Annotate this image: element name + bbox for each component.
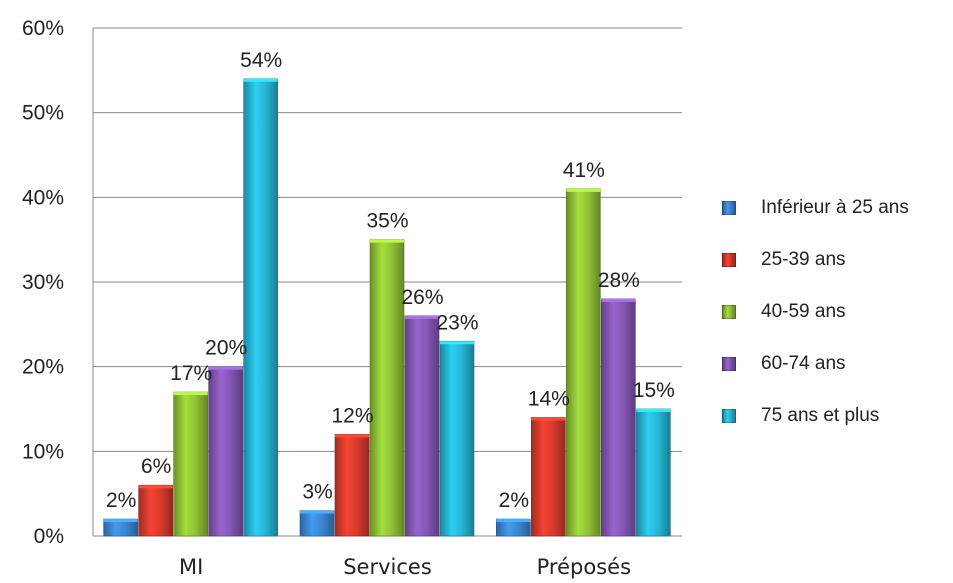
data-label: 54% bbox=[240, 49, 282, 72]
legend-swatch bbox=[722, 409, 736, 423]
data-label: 20% bbox=[205, 337, 247, 360]
bar bbox=[369, 239, 405, 537]
bar bbox=[138, 484, 173, 537]
data-labels: 2%6%17%20%54%3%12%35%26%23%2%14%41%28%15… bbox=[106, 49, 675, 512]
bar bbox=[531, 417, 566, 537]
bar bbox=[299, 510, 335, 537]
bar bbox=[334, 434, 370, 537]
bar-top-highlight bbox=[103, 519, 138, 523]
data-label: 35% bbox=[366, 210, 408, 233]
bar-top-highlight bbox=[138, 485, 173, 489]
bar bbox=[243, 78, 278, 537]
bar-top-highlight bbox=[173, 392, 208, 396]
legend-swatch bbox=[722, 305, 736, 319]
bar-top-highlight bbox=[335, 434, 369, 438]
x-axis: MI Services Préposés bbox=[179, 555, 631, 579]
legend-swatch bbox=[722, 357, 736, 371]
bar bbox=[601, 298, 636, 537]
data-label: 3% bbox=[302, 481, 332, 504]
data-label: 15% bbox=[633, 379, 675, 402]
legend-label: Inférieur à 25 ans bbox=[761, 197, 909, 218]
y-tick-label: 20% bbox=[22, 356, 64, 379]
bar-top-highlight bbox=[370, 239, 404, 243]
bar-top-highlight bbox=[496, 519, 531, 523]
bar bbox=[636, 408, 671, 537]
bars bbox=[103, 78, 671, 537]
bar-top-highlight bbox=[243, 78, 278, 82]
legend-item: 40-59 ans bbox=[722, 286, 909, 338]
legend-swatch bbox=[722, 253, 736, 267]
legend-label: 60-74 ans bbox=[761, 353, 846, 374]
y-tick-label: 60% bbox=[22, 17, 64, 40]
bar-top-highlight bbox=[636, 409, 671, 412]
data-label: 28% bbox=[598, 269, 640, 292]
data-label: 2% bbox=[106, 489, 136, 512]
y-tick-label: 0% bbox=[34, 525, 64, 548]
data-label: 14% bbox=[528, 387, 570, 410]
bar-top-highlight bbox=[601, 298, 636, 302]
bar-top-highlight bbox=[531, 417, 566, 421]
bar-top-highlight bbox=[300, 510, 334, 514]
y-tick-label: 30% bbox=[22, 271, 64, 294]
y-tick-label: 10% bbox=[22, 440, 64, 463]
y-tick-label: 50% bbox=[22, 102, 64, 125]
data-label: 26% bbox=[401, 286, 443, 309]
legend-label: 40-59 ans bbox=[761, 301, 846, 322]
bar-top-highlight bbox=[566, 188, 601, 192]
legend-label: 75 ans et plus bbox=[761, 405, 880, 426]
bar bbox=[404, 315, 440, 537]
bar bbox=[173, 391, 208, 537]
bar-top-highlight bbox=[440, 341, 474, 345]
legend-item: 60-74 ans bbox=[722, 338, 909, 390]
legend-item: 25-39 ans bbox=[722, 234, 909, 286]
bar-top-highlight bbox=[405, 315, 439, 319]
legend: Inférieur à 25 ans 25-39 ans 40-59 ans 6… bbox=[722, 182, 909, 442]
y-axis: 0% 10% 20% 30% 40% 50% 60% bbox=[22, 17, 64, 548]
x-tick-label: MI bbox=[179, 555, 203, 579]
bar-top-highlight bbox=[208, 366, 243, 370]
data-label: 17% bbox=[170, 362, 212, 385]
bar bbox=[208, 366, 243, 537]
legend-item: 75 ans et plus bbox=[722, 390, 909, 442]
x-tick-label: Préposés bbox=[537, 555, 631, 579]
legend-label: 25-39 ans bbox=[761, 249, 846, 270]
data-label: 6% bbox=[141, 455, 171, 478]
y-tick-label: 40% bbox=[22, 186, 64, 209]
bar bbox=[566, 188, 601, 537]
bar bbox=[439, 340, 475, 537]
data-label: 2% bbox=[499, 489, 529, 512]
legend-item: Inférieur à 25 ans bbox=[722, 182, 909, 234]
legend-swatch bbox=[722, 201, 736, 215]
data-label: 23% bbox=[436, 311, 478, 334]
data-label: 41% bbox=[563, 159, 605, 182]
data-label: 12% bbox=[331, 404, 373, 427]
x-tick-label: Services bbox=[343, 555, 432, 579]
